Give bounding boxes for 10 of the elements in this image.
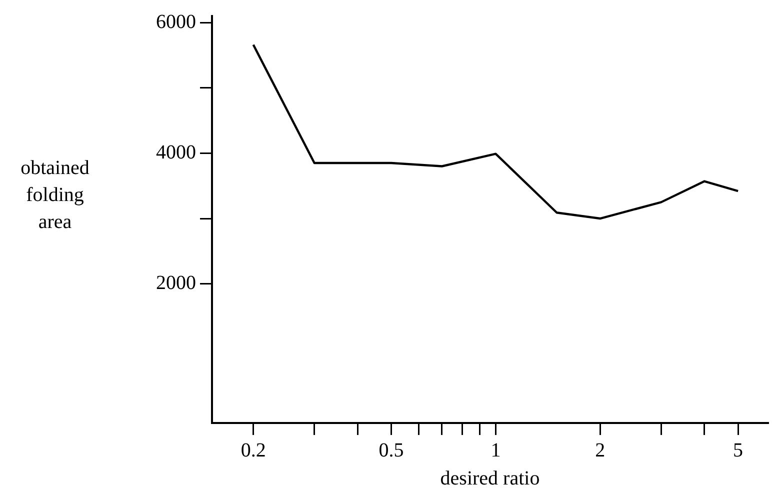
x-tick-label: 2 — [595, 439, 606, 462]
y-axis-title: obtained folding area — [20, 156, 90, 235]
y-tick-label: 6000 — [156, 10, 196, 33]
y-tick-label: 2000 — [156, 272, 196, 294]
x-tick-label: 5 — [733, 439, 744, 462]
x-tick-label: 0.2 — [240, 439, 266, 462]
x-axis-title: desired ratio — [440, 467, 540, 490]
x-tick-label: 1 — [490, 439, 501, 462]
y-tick-label: 4000 — [156, 141, 196, 164]
x-tick-label: 0.5 — [378, 439, 404, 462]
